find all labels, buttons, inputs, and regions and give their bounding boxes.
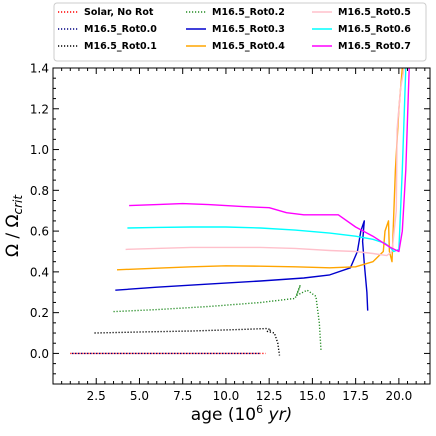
x-tick-label: 10.0 [213,389,240,403]
legend-label: M16.5_Rot0.6 [338,24,411,35]
axis-ticks: 2.5 5.0 7.5 10.0 12.5 15.0 17.5 20.0 0.0 0.2 0.4 0.… [30,62,430,403]
x-axis-title-unit: yr) [263,405,292,425]
x-axis-title-superscript: 6 [256,403,263,416]
y-tick-label: 1.2 [30,102,49,116]
y-tick-label: 0.2 [30,306,49,320]
series-line-2 [94,327,281,356]
y-axis-title: Ω / Ωcrit [3,194,25,257]
x-tick-label: 5.0 [130,389,149,403]
series-line-5 [116,68,403,271]
y-axis-title-subscript: crit [11,194,25,215]
series-line-3 [113,284,322,352]
x-tick-label: 12.5 [256,389,283,403]
x-tick-label: 7.5 [173,389,192,403]
legend-label: M16.5_Rot0.5 [338,7,411,18]
legend-label: M16.5_Rot0.1 [84,41,157,52]
y-tick-label: 0.6 [30,225,49,239]
x-axis-title-text: age (10 [191,405,256,425]
legend-label: M16.5_Rot0.4 [212,41,285,52]
x-axis-title: age (106 yr) [191,403,292,425]
legend-box [53,2,427,62]
y-tick-label: 1.0 [30,143,49,157]
series-line-6 [125,68,405,257]
plot-frame [52,67,431,385]
y-tick-label: 0.0 [30,347,49,361]
legend-label: M16.5_Rot0.3 [212,24,285,35]
y-tick-label: 1.4 [30,62,49,76]
legend-label: M16.5_Rot0.7 [338,41,411,52]
legend-label: Solar, No Rot [84,7,154,18]
legend: Solar, No Rot M16.5_Rot0.0 M16.5_Rot0.1 M16… [53,2,427,62]
x-tick-label: 17.5 [342,389,369,403]
x-tick-label: 2.5 [87,389,106,403]
legend-label: M16.5_Rot0.2 [212,7,285,18]
y-tick-label: 0.8 [30,184,49,198]
series-line-4 [115,220,369,311]
series-line-8 [129,68,410,253]
x-tick-label: 20.0 [386,389,413,403]
series-layer [70,68,410,356]
legend-label: M16.5_Rot0.0 [84,24,157,35]
x-tick-label: 15.0 [299,389,326,403]
y-tick-label: 0.4 [30,265,49,279]
y-axis-title-text: Ω / Ω [3,215,23,258]
